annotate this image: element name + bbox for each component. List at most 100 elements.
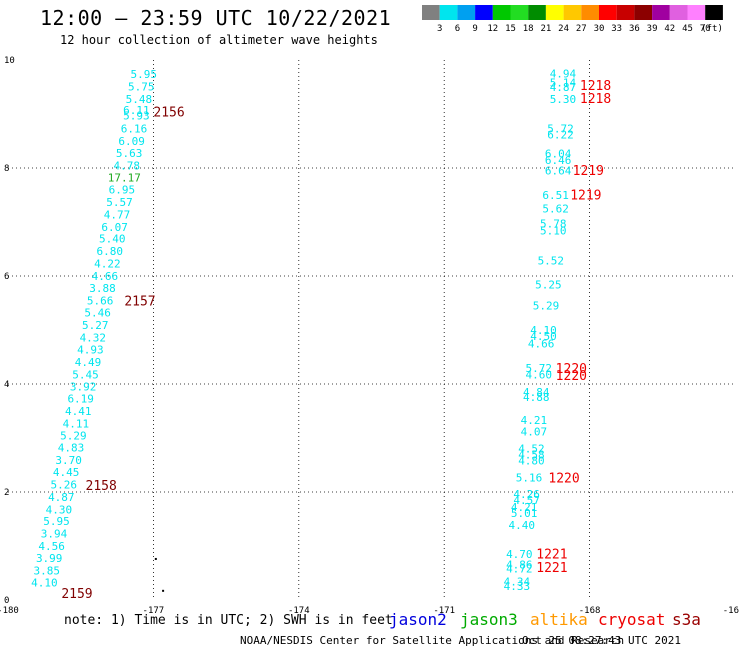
swh-value-label: 5.52 (538, 254, 565, 267)
swh-value-label: 5.72 (547, 123, 574, 136)
scale-tick-label: 12 (487, 24, 498, 34)
scale-swatch (687, 5, 706, 20)
swh-value-label: 6.22 (547, 129, 574, 142)
swh-value-label: 4.86 (506, 558, 533, 571)
time-label: 1221 (536, 548, 567, 563)
swh-value-label: 3.94 (41, 528, 68, 541)
scale-swatch (599, 5, 617, 20)
swh-value-label: 4.07 (521, 426, 548, 439)
swh-value-label: 4.41 (65, 405, 92, 418)
scale-tick-label: 21 (540, 24, 551, 34)
scale-tick-label: 36 (629, 24, 640, 34)
swh-value-label: 4.30 (46, 503, 73, 516)
legend-jason2: jason2 (389, 610, 447, 629)
x-tick-label: -177 (143, 606, 165, 616)
scale-tick-label: 24 (558, 24, 569, 34)
swh-value-label: 6.51 (542, 189, 569, 202)
y-tick-label: 6 (4, 272, 9, 282)
swh-value-label: 4.70 (506, 548, 533, 561)
scale-tick-label: 18 (523, 24, 534, 34)
swh-value-label: 5.93 (123, 110, 150, 123)
scale-tick-label: 15 (505, 24, 516, 34)
swh-value-label: 4.32 (80, 332, 107, 345)
swh-value-label: 6.16 (121, 123, 148, 136)
swh-value-label: 6.64 (545, 165, 572, 178)
scale-tick-label: 6 (455, 24, 460, 34)
swh-value-label: 4.93 (77, 343, 104, 356)
scale-swatch (510, 5, 529, 20)
swh-value-label: 4.77 (104, 208, 131, 221)
swh-value-label: 4.21 (511, 501, 538, 514)
swh-value-label: 5.75 (128, 80, 155, 93)
swh-value-label: 4.80 (518, 455, 545, 468)
scale-tick-label: 45 (682, 24, 693, 34)
scale-swatch (634, 5, 653, 20)
swh-value-label: 6.80 (97, 245, 124, 258)
swh-value-label: 5.16 (516, 471, 543, 484)
y-tick-label: 8 (4, 164, 9, 174)
swh-value-label: 4.72 (506, 563, 533, 576)
scale-swatch (492, 5, 511, 20)
scale-tick-label: 27 (576, 24, 587, 34)
swh-value-label: 4.34 (504, 576, 531, 589)
axes: -180 -177 -174 -171 -168 -16 0 2 4 6 8 10 (0, 56, 739, 616)
swh-value-label: 6.11 (123, 104, 150, 117)
scale-tick-label: 42 (664, 24, 675, 34)
swh-value-label: 17.17 (108, 172, 141, 185)
swh-value-label: 4.50 (530, 330, 557, 343)
scale-swatch (457, 5, 476, 20)
scale-swatch (581, 5, 599, 20)
swh-value-label: 5.29 (60, 429, 87, 442)
legend-jason3: jason3 (460, 610, 518, 629)
swh-value-label: 5.25 (535, 279, 562, 292)
swh-value-label: 4.26 (513, 488, 540, 501)
swh-value-label: 5.01 (511, 507, 538, 520)
swh-value-label: 4.33 (504, 580, 531, 593)
x-tick-label: -174 (288, 606, 310, 616)
swh-value-label: 5.72 (525, 362, 552, 375)
track-marker (154, 557, 157, 560)
time-label: 2157 (124, 294, 155, 309)
swh-value-label: 5.40 (99, 233, 126, 246)
swh-value-label: 3.99 (36, 552, 63, 565)
swh-value-label: 6.04 (545, 147, 572, 160)
swh-value-label: 5.26 (50, 478, 77, 491)
time-label: 1219 (570, 188, 601, 203)
time-label: 2159 (61, 587, 92, 602)
time-labels: 2156215721582159121812181219121912201220… (61, 79, 611, 602)
swh-value-label: 6.46 (545, 154, 572, 167)
scale-tick-label: 9 (472, 24, 477, 34)
swh-value-label: 6.95 (109, 184, 136, 197)
scale-swatch (439, 5, 458, 20)
swh-value-label: 4.11 (63, 417, 90, 430)
time-label: 2156 (153, 105, 184, 120)
scale-swatch (422, 5, 440, 20)
swh-value-label: 5.57 (106, 196, 133, 209)
swh-value-label: 4.52 (518, 442, 545, 455)
scale-tick-label: 39 (647, 24, 658, 34)
swh-value-label: 4.87 (48, 491, 75, 504)
swh-value-label: 5.46 (84, 307, 111, 320)
swh-value-label: 5.45 (72, 368, 99, 381)
swh-value-label: 5.95 (130, 68, 157, 81)
x-tick-label: -180 (0, 606, 19, 616)
y-tick-label: 2 (4, 488, 9, 498)
scale-swatch (545, 5, 564, 20)
swh-value-label: 4.88 (523, 391, 550, 404)
swh-value-label: 4.83 (58, 442, 85, 455)
x-tick-label: -171 (433, 606, 455, 616)
units-note: note: 1) Time is in UTC; 2) SWH is in fe… (64, 613, 393, 628)
swh-value-label: 4.21 (521, 414, 548, 427)
scale-swatch (475, 5, 493, 20)
legend-s3a: s3a (672, 610, 701, 629)
scale-tick-label: 70 (700, 24, 711, 34)
time-label: 1220 (556, 362, 587, 377)
swh-value-label: 4.66 (528, 338, 555, 351)
swh-value-label: 4.57 (513, 494, 540, 507)
swh-value-label: 3.85 (34, 564, 61, 577)
timestamp-text: Oct 25 08:27:43 UTC 2021 (522, 634, 681, 647)
y-tick-label: 0 (4, 596, 9, 606)
swh-value-label: 5.62 (542, 203, 569, 216)
swh-value-label: 3.70 (55, 454, 82, 467)
